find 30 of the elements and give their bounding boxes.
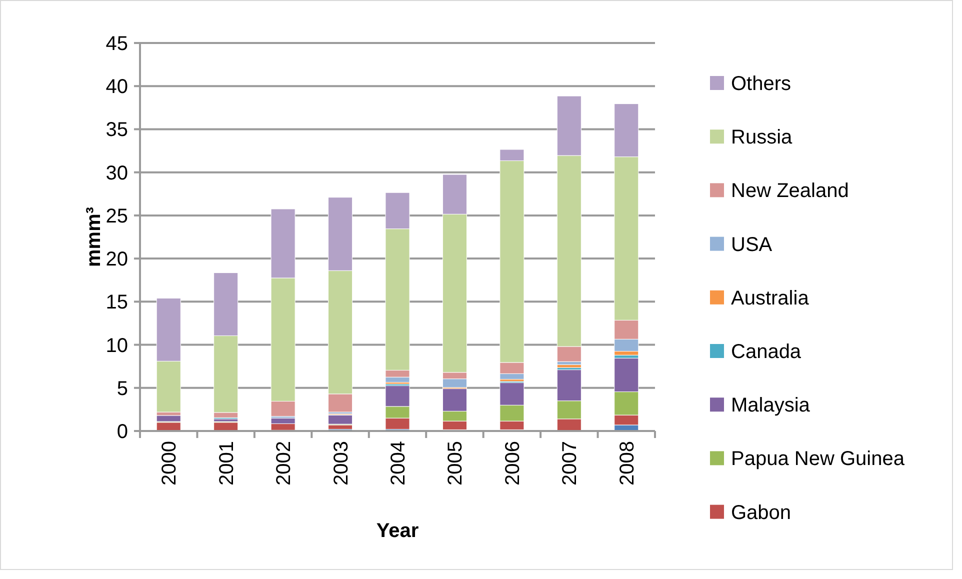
x-tick-label: 2002 [273, 441, 296, 486]
y-tick-label: 25 [106, 205, 128, 228]
x-tick-label: 2001 [216, 441, 238, 486]
y-tick-label: 15 [106, 292, 128, 314]
x-tick-label: 2008 [616, 441, 638, 486]
x-tick-label: 2003 [330, 441, 352, 486]
x-tick-label: 2000 [158, 441, 181, 486]
legend-label: Malaysia [731, 394, 811, 417]
legend-label: New Zealand [731, 180, 849, 202]
legend-label: USA [731, 234, 773, 256]
y-tick-label: 10 [106, 334, 128, 357]
y-tick-label: 40 [106, 76, 128, 98]
x-tick-label: 2005 [444, 441, 467, 486]
y-tick-label: 5 [116, 378, 128, 400]
y-tick-label: 0 [116, 421, 128, 443]
legend-label: Russia [731, 126, 794, 149]
y-tick-label: 30 [106, 162, 128, 184]
y-tick-label: 20 [106, 248, 128, 271]
legend-label: Canada [731, 341, 802, 363]
y-tick-label: 35 [106, 119, 128, 142]
legend-label: Australia [731, 287, 810, 310]
x-axis-title: Year [376, 520, 419, 542]
x-tick-label: 2006 [502, 441, 524, 486]
legend-label: Others [731, 73, 792, 95]
legend-label: Papua New Guinea [731, 448, 906, 470]
y-tick-label: 45 [106, 33, 128, 55]
legend-label: Gabon [731, 502, 792, 524]
x-tick-label: 2004 [388, 441, 410, 486]
y-axis-title: mmm³ [83, 206, 105, 268]
x-tick-label: 2007 [559, 441, 582, 486]
